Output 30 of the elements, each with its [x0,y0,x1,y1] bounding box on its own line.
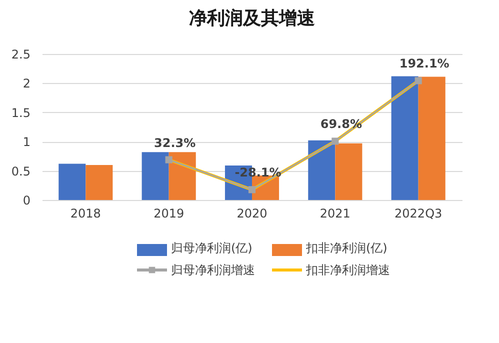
point [332,138,339,145]
point [414,77,422,84]
legend-label: 归母净利润增速 [171,263,255,277]
x-tick-label: 2020 [236,206,268,220]
chart-title: 净利润及其增速 [189,8,315,29]
bar [391,76,418,200]
point [248,186,256,194]
y-tick-label: 0.5 [11,164,30,178]
data-label: 192.1% [399,56,450,71]
y-tick-label: 1 [22,135,30,150]
bar [86,164,113,200]
bar [418,76,446,200]
y-tick-label: 0 [22,194,30,208]
legend-label: 扣非净利润增速 [305,263,390,277]
data-label: 32.3% [154,136,196,150]
bar [142,152,169,200]
y-tick-label: 1.5 [11,106,30,120]
bar [308,140,336,200]
bar [168,152,196,200]
x-tick-label: 2019 [154,206,184,220]
point [165,156,172,164]
x-tick-label: 2021 [320,206,350,220]
y-tick-label: 2 [22,76,30,91]
y-tick-label: 2.5 [11,48,30,62]
bar [58,164,86,200]
x-tick-label: 2018 [70,206,101,220]
legend-label: 归母净利润(亿) [171,241,252,255]
bar [335,143,362,200]
x-tick-label: 2022Q3 [394,206,442,220]
legend-label: 扣非净利润(亿) [305,241,388,255]
